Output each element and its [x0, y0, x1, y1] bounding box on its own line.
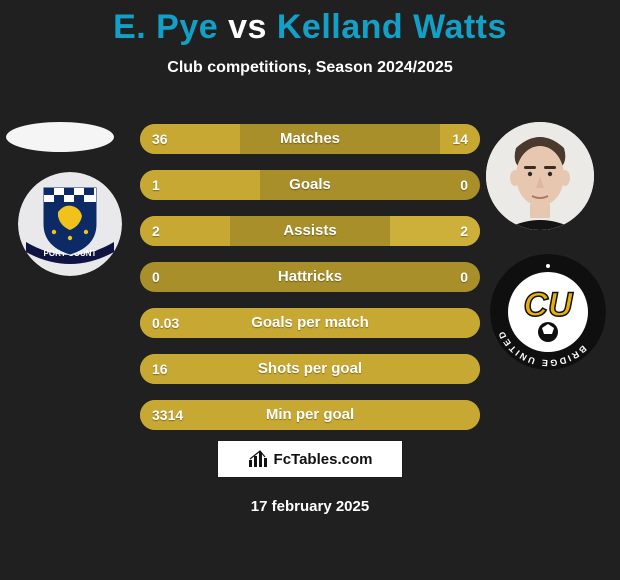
player-right-photo: [486, 122, 594, 230]
page-title: E. Pye vs Kelland Watts: [0, 0, 620, 47]
stat-value-left: 3314: [152, 400, 183, 430]
title-player-left: E. Pye: [113, 8, 218, 46]
stat-row: Assists2 2: [140, 216, 480, 246]
stat-label: Assists: [140, 216, 480, 246]
badge-right-letters: CU: [523, 286, 574, 324]
stat-row: Hattricks0 0: [140, 262, 480, 292]
subtitle: Club competitions, Season 2024/2025: [0, 59, 620, 77]
stat-value-right: 0: [460, 170, 468, 200]
stat-value-right: 14: [452, 124, 468, 154]
stat-row: Shots per goal16: [140, 354, 480, 384]
player-left-photo: [6, 122, 114, 152]
stat-label: Goals: [140, 170, 480, 200]
stat-value-left: 16: [152, 354, 168, 384]
stat-label: Shots per goal: [140, 354, 480, 384]
stat-value-left: 1: [152, 170, 160, 200]
title-vs: vs: [218, 8, 277, 46]
stat-label: Min per goal: [140, 400, 480, 430]
stat-value-left: 2: [152, 216, 160, 246]
stat-value-left: 36: [152, 124, 168, 154]
stats-rows: Matches3614Goals10Assists22Hattricks00Go…: [140, 124, 480, 446]
stat-value-right: 0: [460, 262, 468, 292]
stat-value-right: 2: [460, 216, 468, 246]
brand-bars-icon: [248, 450, 268, 468]
brand-box[interactable]: FcTables.com: [217, 440, 403, 478]
title-player-right: Kelland Watts: [277, 8, 507, 46]
stat-value-left: 0.03: [152, 308, 179, 338]
stat-row: Min per goal3314: [140, 400, 480, 430]
stat-label: Goals per match: [140, 308, 480, 338]
stat-value-left: 0: [152, 262, 160, 292]
stat-label: Hattricks: [140, 262, 480, 292]
footer-date: 17 february 2025: [0, 498, 620, 515]
brand-text: FcTables.com: [274, 451, 373, 468]
stat-row: Matches36 14: [140, 124, 480, 154]
club-left-badge: PORT COUNT: [18, 172, 122, 276]
stat-label: Matches: [140, 124, 480, 154]
stat-row: Goals per match0.03: [140, 308, 480, 338]
stat-row: Goals1 0: [140, 170, 480, 200]
club-right-badge: BRIDGE UNITED CU: [490, 254, 606, 370]
